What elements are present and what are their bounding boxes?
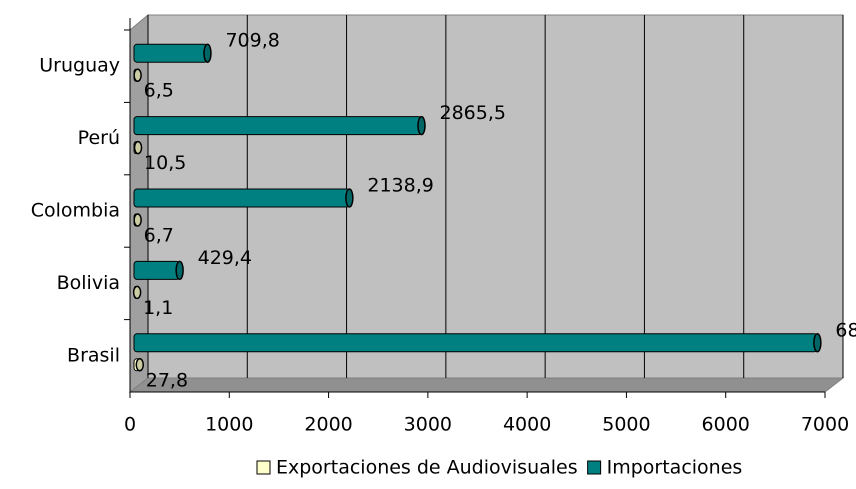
bar xyxy=(133,358,145,372)
data-label: 6,7 xyxy=(144,225,174,247)
data-label: 6852,8 xyxy=(835,319,856,341)
bar-cap xyxy=(133,140,143,155)
bar-cap xyxy=(345,188,354,208)
y-tick-label: Uruguay xyxy=(39,55,120,77)
x-tick-label: 0 xyxy=(124,414,136,436)
x-tick-label: 3000 xyxy=(404,414,452,436)
x-tick-label: 5000 xyxy=(602,414,650,436)
x-tick-label: 6000 xyxy=(702,414,750,436)
data-label: 1,1 xyxy=(143,297,173,319)
bar-cap xyxy=(132,285,142,300)
legend-swatch xyxy=(587,460,602,475)
data-label: 709,8 xyxy=(225,30,279,52)
bar xyxy=(133,140,143,155)
bar xyxy=(133,333,822,353)
x-tick-label: 4000 xyxy=(503,414,551,436)
bar-cap xyxy=(135,358,145,372)
floor xyxy=(128,377,845,393)
legend-label: Exportaciones de Audiovisuales xyxy=(276,457,578,479)
bar-cap xyxy=(175,260,184,281)
legend-label: Importaciones xyxy=(607,457,743,479)
bar xyxy=(133,115,426,136)
bar-body xyxy=(133,260,181,280)
data-label: 10,5 xyxy=(144,152,186,174)
data-label: 2865,5 xyxy=(440,102,506,124)
bar-cap xyxy=(813,333,822,353)
bar xyxy=(132,285,142,300)
x-tick-label: 2000 xyxy=(304,414,352,436)
legend-swatch xyxy=(256,460,271,475)
data-label: 6,5 xyxy=(144,80,174,102)
bar xyxy=(133,43,212,63)
bar-body xyxy=(133,43,208,63)
bar xyxy=(133,188,354,208)
x-tick-label: 7000 xyxy=(801,414,849,436)
bar-body xyxy=(133,333,818,353)
bar xyxy=(133,68,142,82)
y-tick-label: Bolivia xyxy=(57,272,120,294)
data-label: 2138,9 xyxy=(367,175,433,197)
bar-cap xyxy=(133,213,142,227)
bar xyxy=(133,260,184,281)
data-label: 429,4 xyxy=(198,247,252,269)
bar-cap xyxy=(203,43,212,63)
y-tick-label: Colombia xyxy=(31,200,120,222)
y-tick-label: Brasil xyxy=(67,344,120,366)
bar-cap xyxy=(133,68,142,82)
bar xyxy=(133,213,142,227)
bar-cap xyxy=(417,115,426,136)
bar-body xyxy=(133,116,423,136)
data-label: 27,8 xyxy=(146,369,188,391)
y-tick-label: Perú xyxy=(78,127,120,149)
bar-body xyxy=(133,188,350,208)
x-tick-label: 1000 xyxy=(205,414,253,436)
